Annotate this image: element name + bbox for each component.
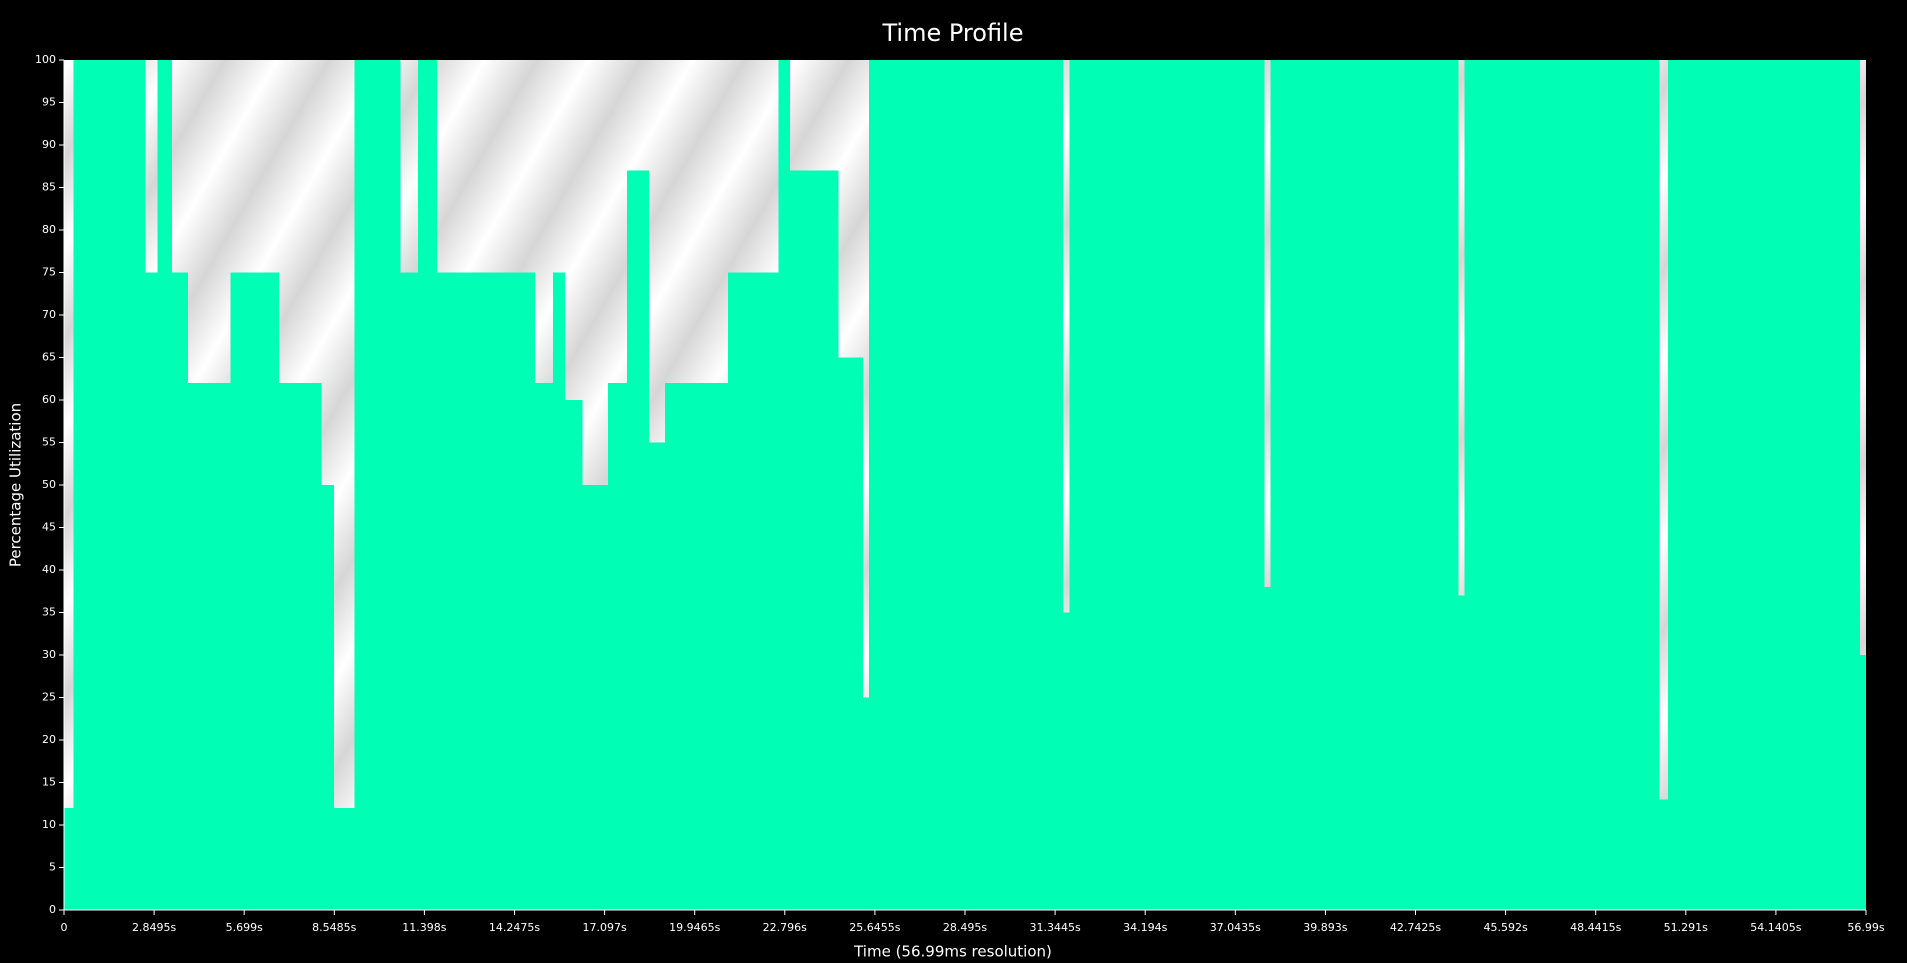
area-segment (582, 485, 608, 910)
area-segment (145, 272, 158, 910)
y-tick-label: 85 (42, 181, 56, 194)
x-tick-label: 34.194s (1123, 921, 1167, 934)
area-segment (1069, 60, 1265, 910)
y-axis-label: Percentage Utilization (7, 403, 25, 567)
y-tick-label: 15 (42, 776, 56, 789)
area-segment (437, 272, 536, 910)
area-segment (334, 808, 355, 910)
y-tick-label: 5 (49, 861, 56, 874)
x-tick-label: 42.7425s (1390, 921, 1441, 934)
area-segment (1668, 60, 1860, 910)
y-tick-label: 30 (42, 648, 56, 661)
area-segment (64, 808, 74, 910)
area-segment (172, 272, 188, 910)
y-tick-label: 45 (42, 521, 56, 534)
area-segment (321, 485, 335, 910)
y-tick-label: 20 (42, 733, 56, 746)
x-tick-label: 56.99s (1847, 921, 1884, 934)
area-segment (607, 383, 627, 910)
area-segment (354, 60, 401, 910)
y-tick-label: 55 (42, 436, 56, 449)
area-segment (1270, 60, 1459, 910)
area-segment (778, 60, 790, 910)
y-tick-label: 0 (49, 903, 56, 916)
area-segment (863, 697, 870, 910)
x-tick-label: 17.097s (582, 921, 626, 934)
y-tick-label: 95 (42, 96, 56, 109)
y-tick-label: 60 (42, 393, 56, 406)
x-tick-label: 25.6455s (849, 921, 900, 934)
x-tick-label: 54.1405s (1750, 921, 1801, 934)
x-tick-label: 2.8495s (132, 921, 176, 934)
area-segment (400, 272, 419, 910)
y-tick-label: 65 (42, 351, 56, 364)
area-segment (565, 400, 583, 910)
y-tick-label: 90 (42, 138, 56, 151)
x-tick-label: 0 (61, 921, 68, 934)
y-tick-label: 70 (42, 308, 56, 321)
y-tick-label: 100 (35, 53, 56, 66)
area-segment (728, 272, 779, 910)
area-segment (418, 60, 438, 910)
x-tick-label: 5.699s (226, 921, 263, 934)
x-tick-label: 31.3445s (1029, 921, 1080, 934)
area-segment (626, 170, 649, 910)
area-segment (1659, 799, 1669, 910)
y-tick-label: 25 (42, 691, 56, 704)
area-segment (664, 383, 729, 910)
y-tick-label: 75 (42, 266, 56, 279)
area-segment (230, 272, 280, 910)
x-tick-label: 39.893s (1303, 921, 1347, 934)
marks (64, 60, 1866, 910)
x-tick-label: 28.495s (943, 921, 987, 934)
area-segment (535, 383, 553, 910)
chart-title: Time Profile (882, 19, 1024, 47)
axes: 0 5 10 15 20 25 30 35 40 45 50 55 60 65 70 75 80 85 90 95 10… (35, 53, 1885, 934)
area-segment (869, 60, 1064, 910)
x-tick-label: 45.592s (1483, 921, 1527, 934)
y-tick-label: 50 (42, 478, 56, 491)
area-segment (838, 357, 864, 910)
x-tick-label: 37.0435s (1210, 921, 1261, 934)
area-segment (1458, 595, 1465, 910)
area-segment (789, 170, 839, 910)
area-segment (552, 272, 566, 910)
area-segment (279, 383, 322, 910)
area-segment (73, 60, 146, 910)
area-segment (1859, 655, 1866, 910)
area-segment (187, 383, 231, 910)
y-tick-label: 40 (42, 563, 56, 576)
x-tick-label: 11.398s (402, 921, 446, 934)
x-tick-label: 22.796s (763, 921, 807, 934)
y-tick-label: 80 (42, 223, 56, 236)
y-tick-label: 35 (42, 606, 56, 619)
x-tick-label: 19.9465s (669, 921, 720, 934)
y-tick-label: 10 (42, 818, 56, 831)
area-segment (1063, 612, 1070, 910)
x-tick-label: 8.5485s (312, 921, 356, 934)
area-segment (1464, 60, 1660, 910)
x-tick-label: 51.291s (1664, 921, 1708, 934)
area-segment (648, 442, 665, 910)
x-tick-label: 14.2475s (489, 921, 540, 934)
area-segment (157, 60, 173, 910)
area-segment (1264, 587, 1271, 910)
x-tick-label: 48.4415s (1570, 921, 1621, 934)
x-axis-label: Time (56.99ms resolution) (853, 943, 1052, 961)
